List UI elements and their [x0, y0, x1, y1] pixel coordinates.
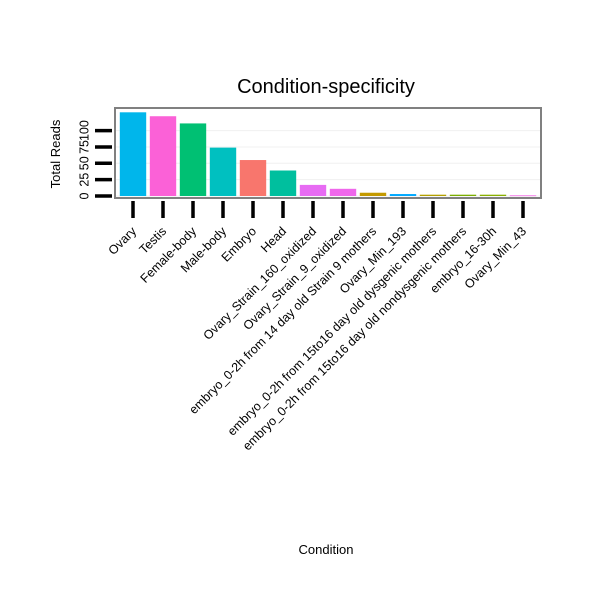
bar-2: [149, 116, 177, 196]
bar-6: [269, 170, 297, 196]
bar-14: [509, 195, 537, 197]
plot-area: 0255075100OvaryTestisFemale-bodyMale-bod…: [77, 107, 542, 453]
bar-3: [179, 123, 207, 196]
bar-10: [389, 194, 417, 196]
y-tick-label: 25: [77, 173, 91, 187]
bar-4: [209, 147, 237, 196]
bar-7: [299, 184, 327, 196]
chart-title: Condition-specificity: [237, 76, 415, 98]
bar-11: [419, 194, 447, 196]
y-tick-label: 75: [77, 140, 91, 154]
y-tick-label: 50: [77, 156, 91, 170]
bar-5: [239, 160, 267, 196]
bar-12: [449, 194, 477, 196]
x-axis-title: Condition: [299, 542, 354, 557]
x-tick-label: embryo_0-2h from 15to16 day old dysgenic…: [225, 224, 439, 438]
bar-13: [479, 194, 507, 196]
plot-border: [114, 107, 542, 199]
bar-9: [359, 192, 387, 196]
bar-1: [119, 112, 147, 196]
y-tick-label: 0: [77, 192, 91, 199]
y-axis-title: Total Reads: [48, 119, 63, 188]
x-tick-label: Ovary: [106, 224, 140, 258]
plot-panel: [115, 108, 541, 198]
y-tick-label: 100: [77, 120, 91, 141]
bar-8: [329, 188, 357, 196]
